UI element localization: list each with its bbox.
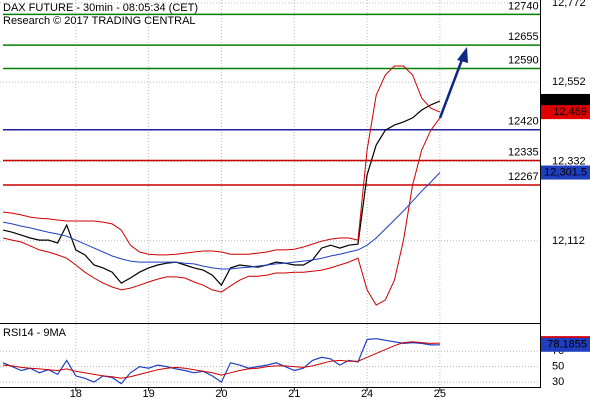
last-value-box <box>541 105 590 120</box>
x-tick-label: 24 <box>361 388 373 400</box>
level-label: 12267 <box>508 171 539 183</box>
series-line <box>2 117 441 306</box>
forecast-arrow-head <box>457 47 468 63</box>
x-tick-label: 25 <box>434 388 446 400</box>
series-line <box>2 65 441 256</box>
level-label: 12740 <box>508 0 539 12</box>
y-tick-label: 12,772 <box>552 0 586 9</box>
chart-title: DAX FUTURE - 30min - 08:05:34 (CET) <box>3 2 198 14</box>
series-line <box>2 172 441 270</box>
x-tick-label: 20 <box>215 388 227 400</box>
y-tick-label: 50 <box>552 361 564 373</box>
last-value-label: 78.1855 <box>547 339 587 351</box>
level-label: 12655 <box>508 31 539 43</box>
y-tick-label: 12,112 <box>552 235 585 247</box>
level-label: 12335 <box>508 146 539 158</box>
series-line <box>2 338 440 385</box>
rsi-title: RSI14 - 9MA <box>3 327 67 339</box>
forecast-arrow <box>438 56 465 119</box>
last-value-box <box>541 93 590 108</box>
x-tick-label: 21 <box>288 388 300 400</box>
last-value-label: 12,500 <box>553 95 587 107</box>
y-tick-label: 12,332 <box>552 155 586 167</box>
x-tick-label: 18 <box>70 388 82 400</box>
series-line <box>2 100 441 287</box>
last-value-box <box>541 337 590 352</box>
plot <box>0 0 540 386</box>
x-tick-label: 19 <box>143 388 155 400</box>
level-label: 12420 <box>508 116 539 128</box>
last-value-box <box>541 165 590 180</box>
y-tick-label: 30 <box>552 376 564 388</box>
level-label: 12590 <box>508 54 539 66</box>
series-line <box>2 341 440 379</box>
last-value-label: 12,301.5 <box>544 166 587 178</box>
last-value-label: 12,469 <box>553 106 587 118</box>
y-tick-label: 12,552 <box>552 76 586 88</box>
chart-subtitle: Research © 2017 TRADING CENTRAL <box>3 15 196 27</box>
